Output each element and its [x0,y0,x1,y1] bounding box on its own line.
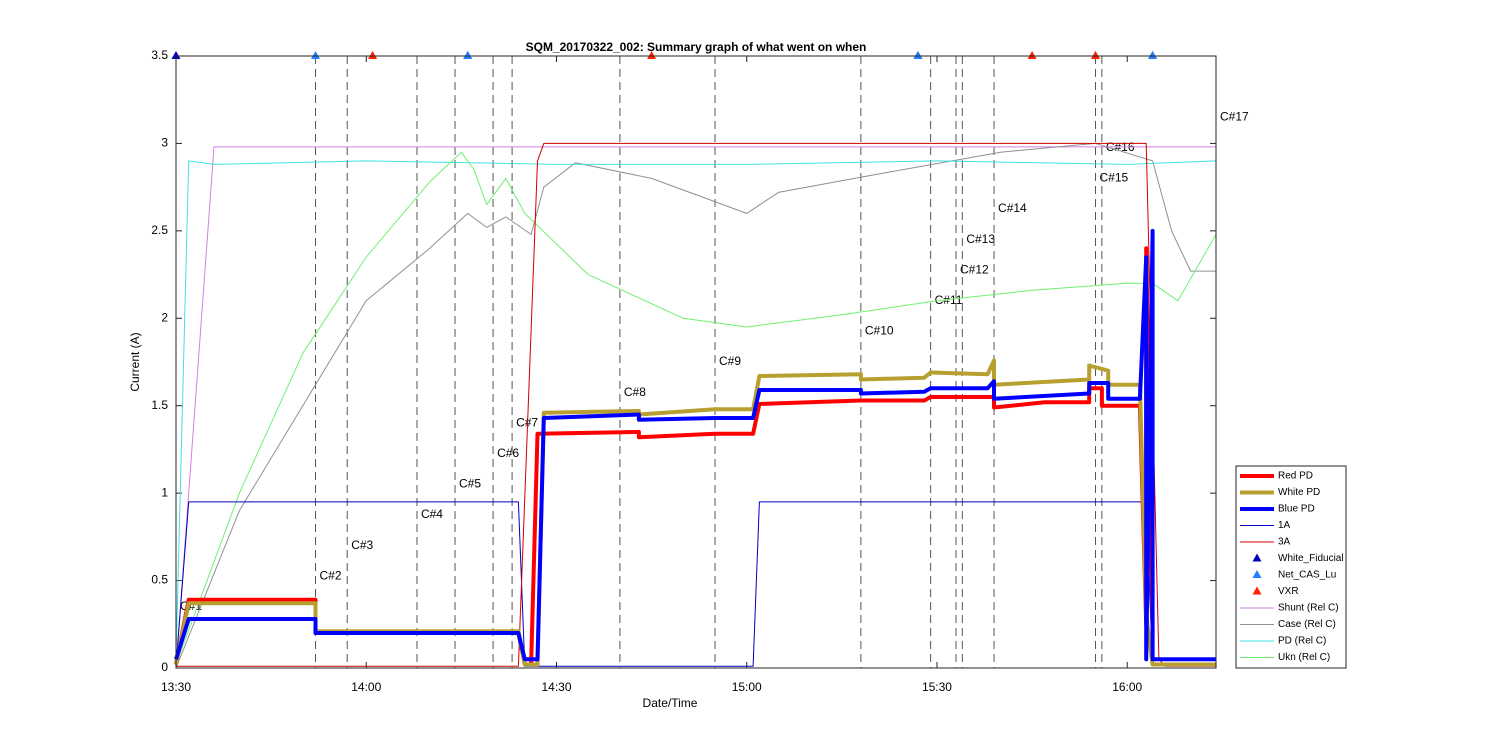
y-tick-label: 2 [161,310,168,324]
plot-area [176,56,1216,668]
marker [1148,51,1158,59]
y-tick-label: 1.5 [151,398,168,412]
event-label: C#6 [497,446,519,460]
series-line [174,228,1216,662]
event-label: C#8 [624,385,646,399]
x-tick-label: 15:00 [732,680,762,694]
y-tick-label: 0 [161,660,168,674]
legend-box [1235,465,1347,669]
legend-label: Shunt (Rel C) [1278,603,1339,614]
marker [311,51,321,59]
event-label: C#15 [1100,171,1129,185]
legend-label: Blue PD [1278,504,1315,515]
event-label: C#14 [998,201,1027,215]
marker [647,51,657,59]
event-label: C#12 [960,262,989,276]
series-line [175,501,1154,667]
legend-label: 1A [1278,520,1291,531]
event-label: C#5 [459,477,481,491]
marker [463,51,473,59]
y-tick-label: 3 [161,136,168,150]
event-label: C#4 [421,507,443,521]
x-tick-label: 14:00 [351,680,381,694]
legend-label: Case (Rel C) [1278,619,1336,630]
x-tick-label: 16:00 [1112,680,1142,694]
x-tick-label: 13:30 [161,680,191,694]
legend-label: PD (Rel C) [1278,636,1326,647]
legend-label: VXR [1278,586,1299,597]
legend-swatch [1252,553,1262,562]
y-axis-label: Current (A) [128,332,142,391]
legend-swatch [1252,586,1262,595]
x-tick-label: 15:30 [922,680,952,694]
y-tick-label: 2.5 [151,223,168,237]
legend-swatch [1252,570,1262,578]
series-line [175,160,1217,660]
marker [913,51,923,59]
y-tick-label: 1 [161,485,168,499]
x-axis-label: Date/Time [643,696,698,710]
event-label: C#2 [320,568,342,582]
x-tick-label: 14:30 [541,680,571,694]
marker [1027,51,1037,59]
legend-label: Net_CAS_Lu [1278,570,1336,581]
marker [1091,51,1101,59]
event-label: C#13 [966,232,995,246]
chart-title: SQM_20170322_002: Summary graph of what … [526,40,867,54]
event-label: C#10 [865,324,894,338]
series-line [175,142,1216,669]
axes-box [175,55,1217,669]
event-label: C#9 [719,354,741,368]
legend-label: Red PD [1278,471,1313,482]
marker [171,51,181,59]
legend-label: Ukn (Rel C) [1278,652,1330,663]
y-tick-label: 3.5 [151,48,168,62]
marker [368,51,378,59]
y-tick-label: 0.5 [151,573,168,587]
event-label: C#3 [351,538,373,552]
event-label: C#17 [1220,109,1249,123]
legend-label: White_Fiducial [1278,553,1344,564]
legend-label: White PD [1278,487,1320,498]
series-line [175,151,1217,665]
legend-label: 3A [1278,537,1291,548]
legend: Red PD White PD Blue PD 1A 3A White_Fiducial N… [1235,465,1347,669]
